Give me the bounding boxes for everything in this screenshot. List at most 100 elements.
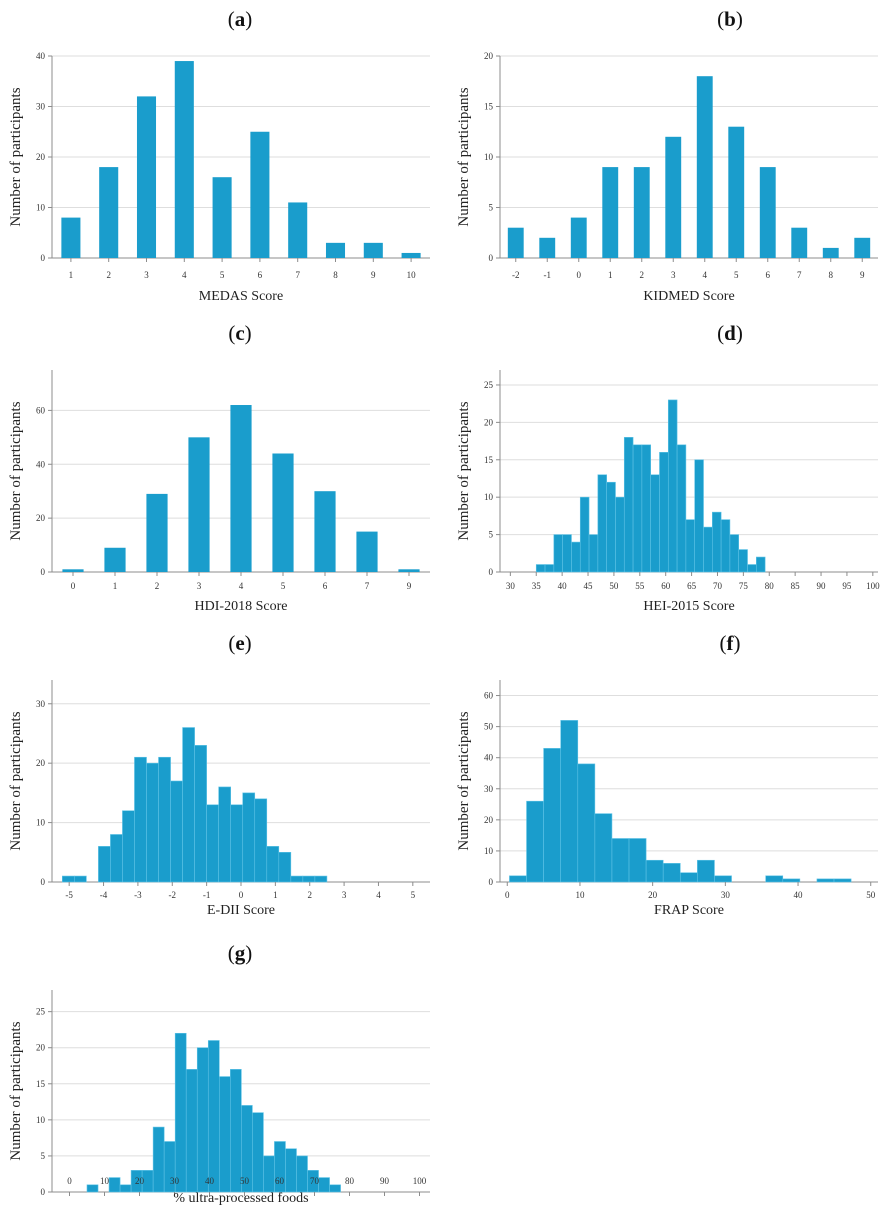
y-tick-label: 20 [484, 417, 494, 427]
x-tick-label: 4 [239, 581, 244, 591]
histogram-bar [782, 878, 801, 883]
histogram-bar [207, 1040, 220, 1193]
bar [146, 493, 168, 572]
bar [230, 405, 252, 572]
histogram-bar [833, 878, 852, 883]
chart-panel-c: (c) 0 20 40 60 0 1 2 3 4 5 6 7 9 HDI-2018 Score Number … [8, 321, 430, 614]
y-tick-label: 0 [41, 1187, 46, 1197]
x-tick-label: 4 [376, 890, 381, 900]
chart-panel-d: (d) 0 5 10 15 20 25 30 35 40 45 50 55 60 65 70 75 80 85 90 9… [456, 321, 880, 614]
histogram-bar [816, 878, 835, 883]
y-tick-label: 15 [484, 455, 494, 465]
histogram-bar [152, 1126, 165, 1193]
y-tick-label: 0 [489, 567, 494, 577]
x-tick-label: 5 [220, 270, 225, 280]
x-axis-title: HDI-2018 Score [195, 599, 288, 614]
x-tick-label: 2 [106, 270, 111, 280]
x-tick-label: 4 [182, 270, 187, 280]
bar [507, 227, 524, 258]
y-tick-label: 40 [36, 51, 46, 61]
x-tick-label: 4 [703, 270, 708, 280]
x-tick-label: -4 [100, 890, 108, 900]
histogram-bar [577, 763, 596, 883]
histogram-bar [329, 1184, 341, 1193]
bar [325, 242, 346, 258]
y-tick-label: 30 [36, 102, 46, 112]
x-tick-label: 85 [791, 581, 801, 591]
x-tick-label: 0 [505, 890, 510, 900]
histogram-bar [588, 534, 599, 573]
chart-panel-b: (b) 0 5 10 15 20 -2 -1 0 1 2 3 4 5 6 7 8 9 KIDMED Score Num… [456, 7, 878, 304]
bar [61, 217, 81, 258]
histogram-bar [623, 437, 634, 573]
histogram-bar [594, 813, 613, 883]
bar [728, 126, 745, 258]
y-axis-title: Number of participants [8, 87, 24, 226]
x-tick-label: 100 [866, 581, 880, 591]
y-tick-label: 5 [489, 203, 494, 213]
bar [136, 96, 157, 259]
y-axis-title: Number of participants [456, 711, 472, 850]
y-tick-label: 15 [484, 102, 494, 112]
y-tick-label: 60 [36, 405, 46, 415]
histogram-bar [219, 1076, 231, 1193]
bar [398, 569, 420, 572]
histogram-bar [544, 564, 555, 573]
x-tick-label: 35 [532, 581, 542, 591]
histogram-bar [158, 756, 171, 883]
histogram-bar [662, 863, 681, 883]
x-axis-title: HEI-2015 Score [643, 599, 734, 614]
x-tick-label: 9 [407, 581, 412, 591]
y-tick-label: 60 [484, 691, 494, 701]
panel-letter-b: (b) [717, 7, 743, 31]
x-tick-label: 10 [100, 1176, 110, 1186]
bar [62, 569, 84, 572]
histogram-bar [108, 1177, 121, 1193]
x-tick-label: -2 [169, 890, 177, 900]
bar [272, 453, 294, 572]
histogram-bar [242, 792, 256, 883]
bar [99, 167, 119, 258]
histogram-bar [146, 762, 159, 883]
x-tick-label: 8 [333, 270, 338, 280]
y-tick-label: 10 [36, 818, 46, 828]
bar [174, 61, 194, 258]
histogram-bar [185, 1069, 198, 1193]
histogram-bar [194, 745, 207, 883]
histogram-bar [676, 444, 687, 573]
bar [363, 242, 383, 258]
x-tick-label: 20 [648, 890, 658, 900]
histogram-bar [174, 1032, 187, 1193]
x-tick-label: 6 [766, 270, 771, 280]
histogram-bar [756, 556, 766, 573]
x-tick-label: 1 [69, 270, 74, 280]
x-tick-label: 3 [197, 581, 202, 591]
bar [822, 247, 839, 258]
y-tick-label: 20 [36, 513, 46, 523]
histogram-bar [110, 834, 123, 883]
y-axis-title: Number of participants [8, 401, 24, 540]
bar [250, 131, 270, 258]
x-tick-label: 65 [687, 581, 697, 591]
y-axis-title: Number of participants [8, 1021, 24, 1160]
histogram-bar [659, 451, 669, 573]
x-tick-label: 1 [113, 581, 118, 591]
x-axis-title: % ultra-processed foods [173, 1191, 308, 1206]
histogram-bar [720, 519, 731, 573]
histogram-bar [119, 1184, 132, 1193]
x-tick-label: 0 [67, 1176, 72, 1186]
x-tick-label: 30 [506, 581, 516, 591]
bar [696, 76, 713, 258]
x-tick-label: 5 [734, 270, 739, 280]
histogram-bar [611, 838, 630, 883]
histogram-bar [182, 727, 195, 883]
bar [602, 167, 619, 258]
panel-letter-d: (d) [717, 321, 743, 345]
histogram-bar [632, 444, 643, 573]
x-tick-label: 60 [661, 581, 671, 591]
y-tick-label: 40 [484, 753, 494, 763]
x-tick-label: 5 [411, 890, 416, 900]
bar [104, 547, 126, 572]
histogram-bar [597, 474, 607, 573]
histogram-bar [134, 756, 147, 883]
